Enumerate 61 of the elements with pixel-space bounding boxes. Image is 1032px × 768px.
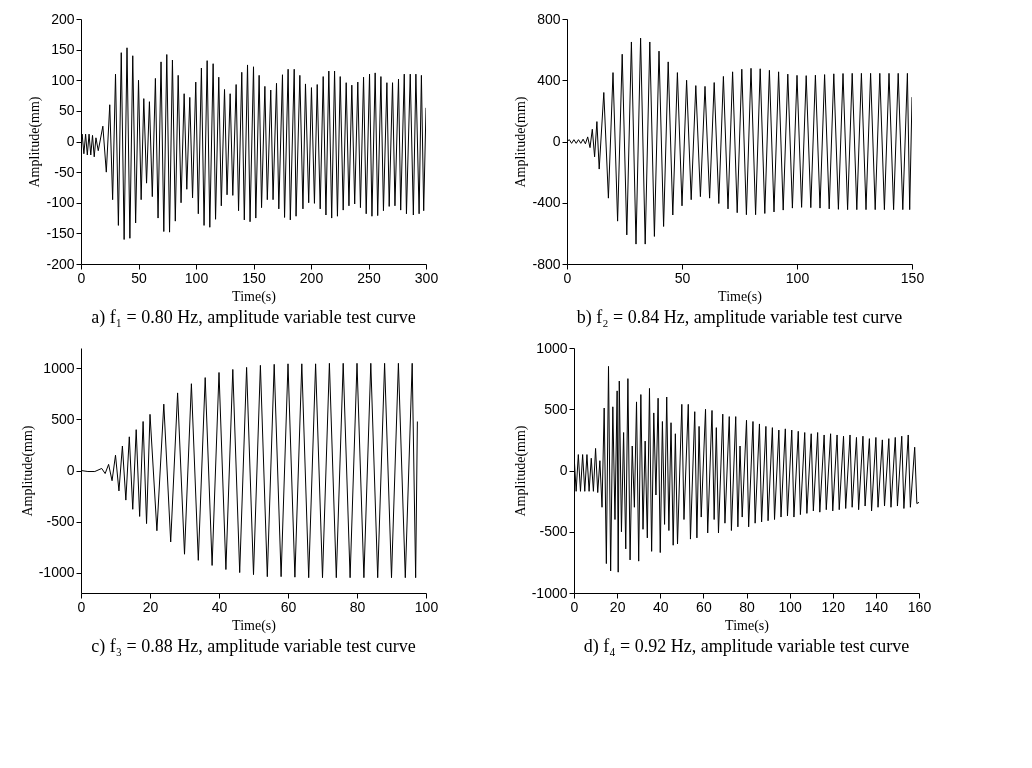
x-tick-label: 20 bbox=[142, 598, 159, 615]
y-tick-label: 500 bbox=[544, 400, 568, 417]
x-axis-title: Time(s) bbox=[232, 288, 277, 305]
y-axis-title: Amplitude(mm) bbox=[19, 425, 36, 517]
y-tick-label: -500 bbox=[46, 513, 75, 530]
y-tick-label: 400 bbox=[537, 71, 561, 88]
x-tick-label: 150 bbox=[242, 269, 266, 286]
y-tick-label: 0 bbox=[559, 462, 568, 478]
y-tick-label: 150 bbox=[51, 41, 75, 58]
y-tick-label: -1000 bbox=[38, 564, 75, 581]
x-tick-label: 40 bbox=[211, 598, 228, 615]
y-tick-label: 0 bbox=[66, 133, 75, 149]
y-tick-label: -500 bbox=[539, 523, 568, 540]
x-axis-title: Time(s) bbox=[718, 288, 763, 305]
x-tick-label: 200 bbox=[299, 269, 324, 286]
y-tick-label: 1000 bbox=[536, 339, 568, 356]
y-tick-label: -200 bbox=[46, 255, 75, 272]
x-tick-label: 160 bbox=[907, 598, 932, 615]
x-axis-title: Time(s) bbox=[232, 617, 277, 634]
y-tick-label: -400 bbox=[532, 194, 561, 211]
x-tick-label: 0 bbox=[77, 598, 86, 615]
text: c) f₃ = 0.88 Hz, amplitude variable test curve bbox=[91, 636, 416, 657]
y-tick-label: 0 bbox=[66, 462, 75, 478]
x-tick-label: 150 bbox=[900, 269, 925, 286]
y-tick-label: 1000 bbox=[43, 359, 75, 376]
y-tick-label: -800 bbox=[532, 255, 561, 272]
y-tick-label: 0 bbox=[552, 133, 561, 149]
x-tick-label: 60 bbox=[696, 598, 712, 615]
x-tick-label: 100 bbox=[778, 598, 803, 615]
y-tick-label: -150 bbox=[46, 224, 75, 241]
x-tick-label: 100 bbox=[184, 269, 209, 286]
x-tick-label: 250 bbox=[357, 269, 381, 286]
y-tick-label: 50 bbox=[58, 102, 75, 119]
y-tick-label: -50 bbox=[54, 163, 75, 180]
y-tick-label: 200 bbox=[51, 10, 75, 27]
x-tick-label: 60 bbox=[280, 598, 297, 615]
x-tick-label: 50 bbox=[131, 269, 147, 286]
x-tick-label: 80 bbox=[349, 598, 366, 615]
y-axis-title: Amplitude(mm) bbox=[27, 96, 44, 188]
y-axis-title: Amplitude(mm) bbox=[513, 96, 530, 188]
x-tick-label: 20 bbox=[609, 598, 626, 615]
x-tick-label: 300 bbox=[414, 269, 439, 286]
x-tick-label: 40 bbox=[652, 598, 669, 615]
x-tick-label: 80 bbox=[739, 598, 755, 615]
text: d) f₄ = 0.92 Hz, amplitude variable test curve bbox=[583, 636, 910, 657]
x-tick-label: 0 bbox=[77, 269, 86, 286]
text: b) f₂ = 0.84 Hz, amplitude variable test curve bbox=[576, 307, 903, 328]
x-tick-label: 140 bbox=[864, 598, 889, 615]
y-tick-label: 800 bbox=[537, 10, 561, 27]
y-tick-label: -100 bbox=[46, 194, 75, 211]
y-tick-label: 500 bbox=[51, 410, 75, 427]
x-tick-label: 0 bbox=[570, 598, 579, 615]
y-tick-label: 100 bbox=[51, 71, 75, 88]
text: a) f₁ = 0.80 Hz, amplitude variable test curve bbox=[91, 307, 416, 328]
x-axis-title: Time(s) bbox=[725, 617, 770, 634]
x-tick-label: 120 bbox=[821, 598, 846, 615]
x-tick-label: 100 bbox=[785, 269, 810, 286]
y-tick-label: -1000 bbox=[531, 584, 568, 601]
x-tick-label: 50 bbox=[674, 269, 691, 286]
x-tick-label: 100 bbox=[414, 598, 439, 615]
y-axis-title: Amplitude(mm) bbox=[512, 425, 529, 517]
